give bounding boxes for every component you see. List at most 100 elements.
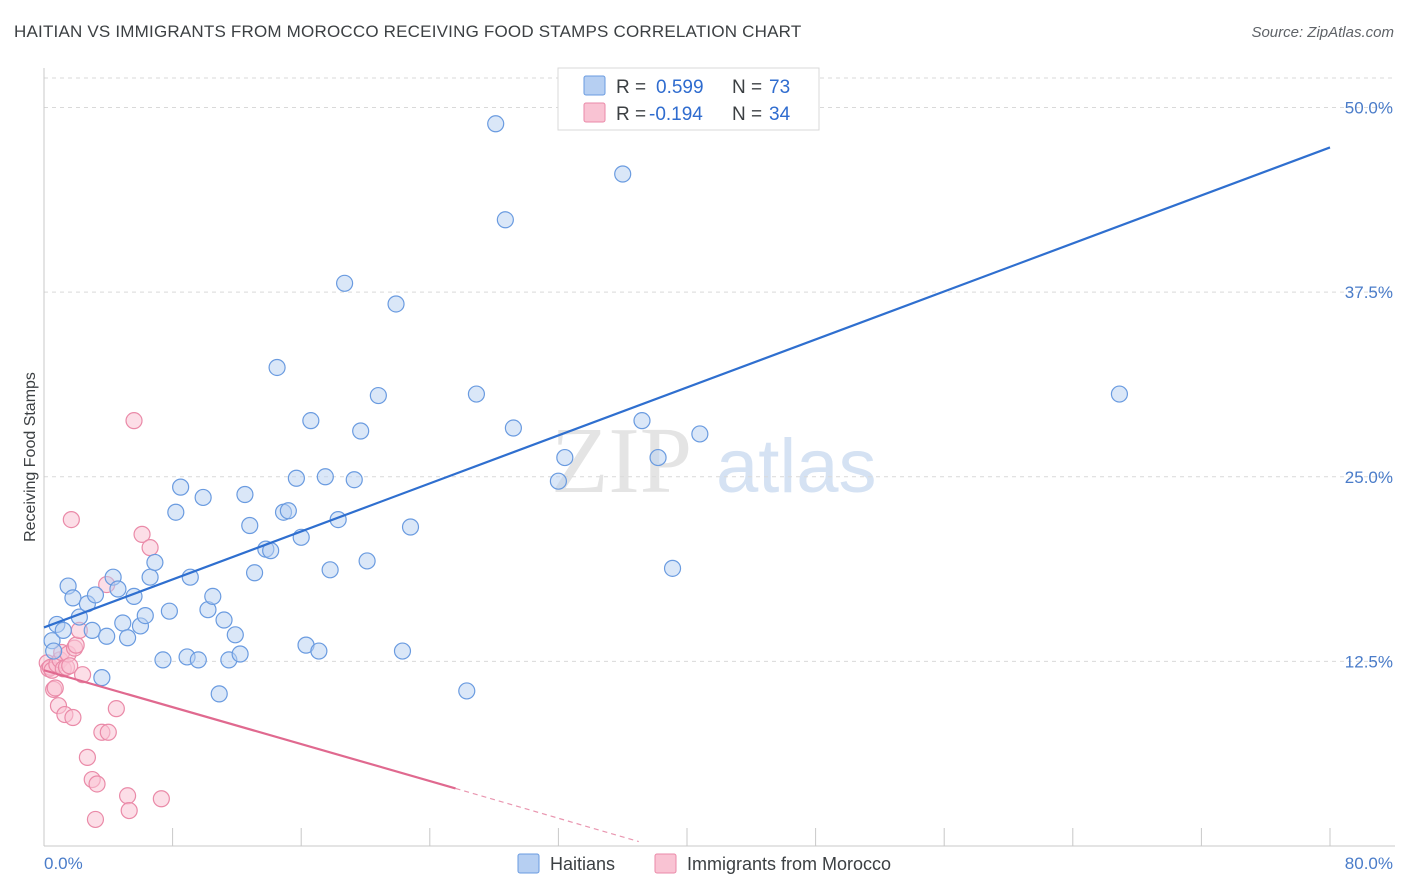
haitians-point-32: [215, 611, 233, 629]
morocco-point-31: [125, 412, 143, 430]
haitians-point-56: [369, 386, 387, 405]
haitians-point-19: [141, 568, 159, 586]
legend-n-value-pink: 34: [769, 104, 791, 125]
morocco-point-32: [133, 525, 151, 543]
haitians-point-24: [172, 478, 190, 496]
legend-swatch-blue: [583, 75, 606, 96]
haitians-point-35: [231, 645, 249, 663]
haitians-point-44: [287, 469, 305, 487]
haitians-point-30: [204, 587, 222, 606]
haitians-point-34: [226, 626, 244, 644]
haitians-point-11: [98, 627, 116, 645]
y-tick-label-2: 37.5%: [1345, 283, 1393, 302]
trend-lines: [43, 146, 1331, 843]
haitians-trend-line: [43, 146, 1331, 629]
bottom-legend-swatch-haitians: [517, 853, 540, 874]
haitians-point-31: [210, 685, 228, 703]
haitians-point-3: [54, 621, 72, 639]
y-tick-label-3: 50.0%: [1345, 99, 1393, 118]
y-tick-label-1: 25.0%: [1345, 468, 1393, 487]
watermark: ZIP atlas: [551, 409, 877, 513]
haitians-point-63: [496, 211, 514, 229]
morocco-point-29: [118, 787, 137, 805]
bottom-legend-swatch-morocco: [654, 853, 677, 874]
bottom-legend: Haitians Immigrants from Morocco: [517, 853, 891, 874]
haitians-point-18: [136, 606, 154, 625]
y-tick-label-0: 12.5%: [1345, 652, 1393, 671]
haitians-point-47: [302, 412, 320, 430]
haitians-point-71: [691, 425, 709, 443]
haitians-point-14: [114, 614, 132, 632]
y-axis-label: Receiving Food Stamps: [22, 372, 39, 542]
haitians-point-67: [614, 165, 632, 183]
haitians-point-43: [279, 502, 297, 520]
watermark-atlas: atlas: [716, 424, 877, 509]
source-credit: Source: ZipAtlas.com: [1251, 24, 1394, 41]
haitians-point-13: [109, 580, 127, 598]
morocco-point-15: [62, 510, 80, 529]
haitians-point-60: [458, 682, 476, 700]
haitians-point-10: [93, 669, 111, 687]
legend-n-label-pink: N =: [732, 104, 762, 125]
haitians-point-55: [358, 552, 376, 570]
haitians-point-59: [401, 518, 420, 536]
legend-n-value-blue: 73: [769, 77, 790, 98]
haitians-point-52: [336, 274, 354, 292]
haitians-point-64: [504, 419, 522, 437]
haitians-point-50: [321, 561, 339, 579]
morocco-point-33: [141, 539, 159, 557]
haitians-point-38: [245, 564, 264, 582]
legend-r-value-pink: -0.194: [649, 104, 703, 125]
haitians-point-68: [633, 412, 651, 430]
legend-r-label-pink: R =: [616, 104, 646, 125]
haitians-point-28: [194, 488, 212, 507]
haitians-point-1: [45, 642, 63, 660]
watermark-zip: ZIP: [551, 409, 692, 513]
haitians-point-23: [167, 503, 185, 521]
morocco-point-16: [64, 708, 82, 727]
legend-r-label-blue: R =: [616, 77, 646, 98]
haitians-point-22: [160, 602, 178, 620]
haitians-point-72: [1110, 385, 1129, 403]
haitians-point-69: [649, 448, 667, 467]
haitians-point-21: [154, 651, 172, 669]
morocco-point-21: [78, 748, 97, 766]
haitians-point-61: [467, 385, 486, 403]
haitians-point-36: [236, 485, 254, 504]
axes: [43, 68, 1395, 847]
morocco-trend-line: [43, 669, 456, 790]
haitians-point-37: [241, 516, 259, 535]
morocco-point-14: [61, 657, 79, 675]
morocco-point-28: [107, 700, 125, 718]
bottom-legend-morocco: Immigrants from Morocco: [687, 854, 891, 874]
haitians-point-53: [345, 471, 363, 489]
y-tick-labels: 12.5% 25.0% 37.5% 50.0%: [1345, 99, 1393, 672]
haitians-point-9: [86, 586, 105, 604]
haitians-point-57: [387, 295, 405, 313]
legend-swatch-pink: [583, 102, 606, 123]
haitians-point-58: [393, 642, 412, 660]
morocco-point-20: [73, 666, 92, 684]
haitians-point-54: [352, 422, 370, 440]
haitians-point-27: [189, 651, 207, 669]
haitians-point-66: [556, 448, 574, 467]
legend: R = 0.599 N = 73 R = -0.194 N = 34: [557, 67, 820, 131]
morocco-trend-line-extension: [455, 787, 639, 843]
haitians-point-49: [316, 468, 334, 486]
morocco-point-27: [99, 723, 117, 741]
morocco-point-5: [46, 679, 64, 697]
morocco-point-18: [67, 636, 85, 654]
haitians-point-65: [549, 472, 568, 490]
morocco-point-34: [152, 790, 170, 808]
bottom-legend-haitians: Haitians: [550, 854, 615, 874]
morocco-point-30: [120, 801, 138, 820]
haitians-point-48: [310, 642, 328, 660]
x-tick-label-1: 80.0%: [1345, 854, 1393, 873]
haitians-point-8: [83, 621, 101, 639]
haitians-point-41: [268, 358, 286, 377]
haitians-point-62: [487, 115, 505, 133]
chart-title: HAITIAN VS IMMIGRANTS FROM MOROCCO RECEI…: [14, 22, 802, 41]
haitians-point-70: [663, 559, 682, 577]
x-tick-label-0: 0.0%: [44, 854, 83, 873]
